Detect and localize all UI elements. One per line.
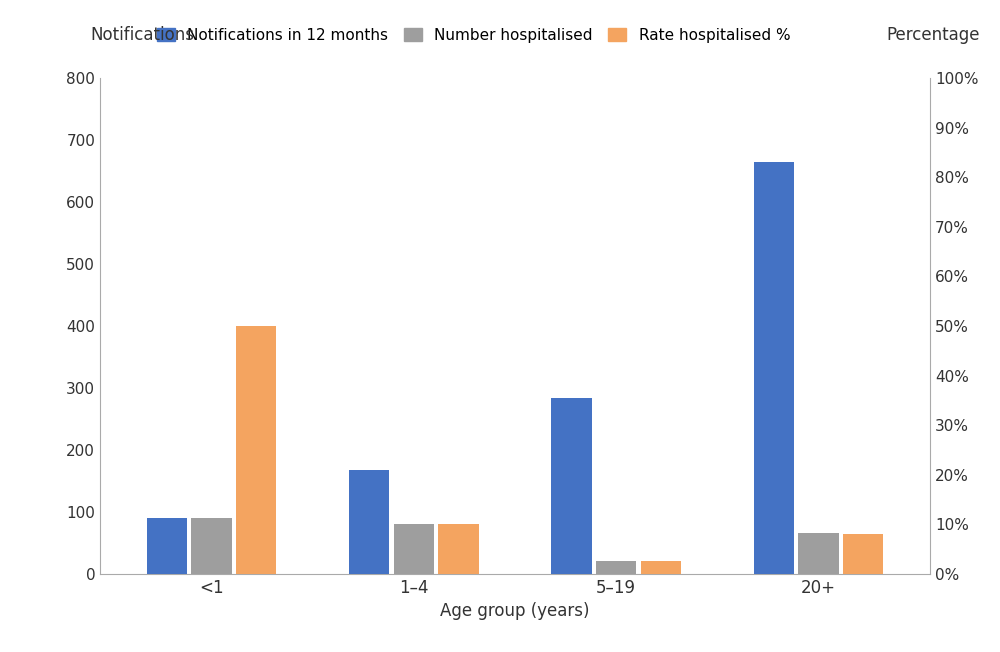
Bar: [843, 534, 883, 574]
Bar: [754, 162, 794, 574]
Bar: [236, 326, 276, 574]
Bar: [438, 524, 479, 574]
Bar: [394, 524, 434, 574]
Bar: [349, 469, 389, 574]
Legend: Notifications in 12 months, Number hospitalised, Rate hospitalised %: Notifications in 12 months, Number hospi…: [151, 22, 796, 49]
Bar: [147, 518, 187, 574]
X-axis label: Age group (years): Age group (years): [440, 602, 590, 620]
Bar: [641, 561, 681, 574]
Bar: [596, 561, 636, 574]
Bar: [798, 533, 839, 574]
Text: Notifications: Notifications: [90, 26, 194, 44]
Text: Percentage: Percentage: [887, 26, 980, 44]
Bar: [551, 398, 592, 574]
Bar: [191, 518, 232, 574]
